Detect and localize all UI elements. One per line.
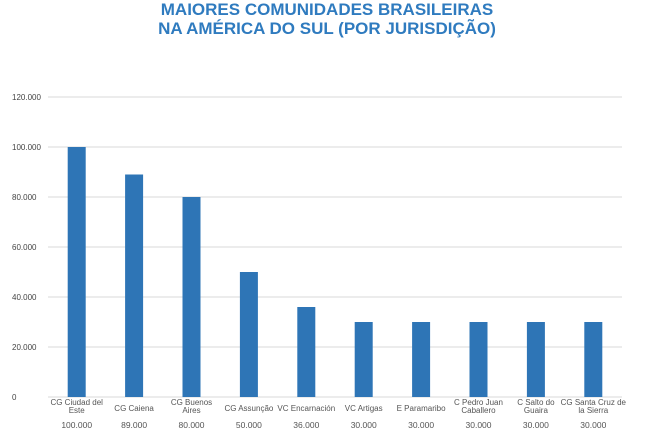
data-label: 89.000 xyxy=(121,420,147,430)
data-label: 30.000 xyxy=(523,420,549,430)
x-tick-label: CG Santa Cruz de xyxy=(561,398,627,407)
x-tick-label: CG Buenos xyxy=(171,398,212,407)
bar xyxy=(297,307,316,397)
data-label: 30.000 xyxy=(408,420,434,430)
y-tick-label: 0 xyxy=(12,393,17,402)
bar xyxy=(469,322,488,397)
data-label: 100.000 xyxy=(61,420,92,430)
x-tick-label: E Paramaribo xyxy=(397,404,446,413)
bar xyxy=(182,197,201,397)
y-tick-label: 40.000 xyxy=(12,293,37,302)
x-tick-label: la Sierra xyxy=(578,406,608,415)
data-label: 36.000 xyxy=(293,420,319,430)
x-tick-label: CG Ciudad del xyxy=(50,398,103,407)
chart-title-line-2: NA AMÉRICA DO SUL (POR JURISDIÇÃO) xyxy=(158,19,496,38)
x-tick-label: VC Encarnación xyxy=(277,404,335,413)
bar xyxy=(526,322,545,397)
y-tick-label: 100.000 xyxy=(12,143,41,152)
bar xyxy=(584,322,603,397)
bar xyxy=(125,174,144,397)
x-tick-label: C Salto do xyxy=(517,398,555,407)
x-tick-label: Este xyxy=(69,406,86,415)
chart-title-line-1: MAIORES COMUNIDADES BRASILEIRAS xyxy=(160,0,494,19)
bar xyxy=(354,322,373,397)
data-label: 30.000 xyxy=(580,420,606,430)
y-tick-label: 80.000 xyxy=(12,193,37,202)
x-tick-label: VC Artigas xyxy=(345,404,383,413)
x-tick-label: Guaira xyxy=(524,406,549,415)
data-label: 30.000 xyxy=(466,420,492,430)
x-tick-label: Caballero xyxy=(461,406,496,415)
bar xyxy=(67,147,86,397)
x-tick-label: C Pedro Juan xyxy=(454,398,503,407)
y-tick-label: 20.000 xyxy=(12,343,37,352)
x-tick-label: CG Assunção xyxy=(224,404,273,413)
y-tick-label: 60.000 xyxy=(12,243,37,252)
x-tick-label: Aires xyxy=(182,406,200,415)
bar xyxy=(239,272,258,397)
data-label: 50.000 xyxy=(236,420,262,430)
bar xyxy=(412,322,431,397)
x-tick-label: CG Caiena xyxy=(114,404,154,413)
data-label: 30.000 xyxy=(351,420,377,430)
y-tick-label: 120.000 xyxy=(12,93,41,102)
data-label: 80.000 xyxy=(179,420,205,430)
